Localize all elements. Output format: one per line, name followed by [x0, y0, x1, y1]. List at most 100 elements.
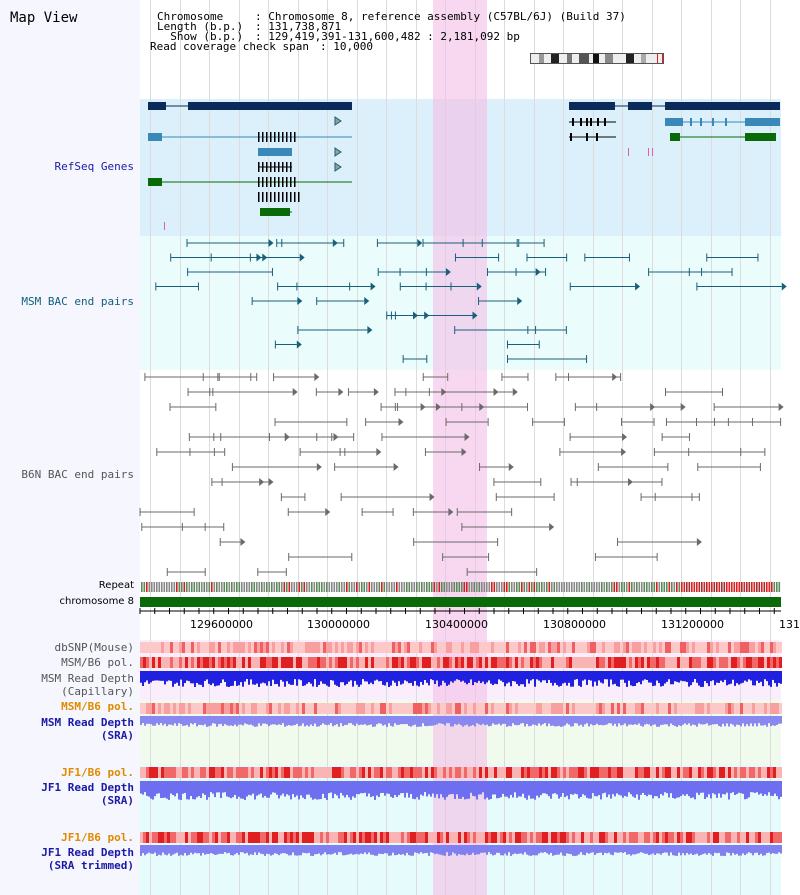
polymorphism-cell: [353, 767, 356, 778]
read-depth-bar: [410, 781, 412, 795]
polymorphism-cell: [647, 832, 650, 843]
read-depth-bar: [618, 845, 620, 853]
read-depth-bar: [512, 845, 514, 855]
polymorphism-cell: [341, 642, 344, 653]
read-depth-bar: [404, 781, 406, 798]
polymorphism-cell: [173, 657, 176, 668]
read-depth-bar: [710, 845, 712, 855]
polymorphism-cell: [380, 767, 383, 778]
grid-line: [268, 0, 269, 895]
polymorphism-cell: [368, 767, 371, 778]
polymorphism-cell: [683, 657, 686, 668]
jf1-b6-pol-2-label[interactable]: JF1/B6 pol.: [61, 831, 134, 844]
read-depth-bar: [656, 671, 658, 681]
repeat-element: [168, 582, 171, 592]
refseq-genes-label[interactable]: RefSeq Genes: [54, 160, 134, 173]
polymorphism-cell: [596, 767, 599, 778]
polymorphism-cell: [506, 832, 509, 843]
read-depth-bar: [714, 671, 716, 686]
read-depth-bar: [210, 845, 212, 854]
msm-read-cap-label[interactable]: MSM Read Depth (Capillary): [0, 672, 134, 698]
gene-exon: [274, 162, 276, 172]
gene-exon: [278, 177, 280, 187]
b6n-bac-label[interactable]: B6N BAC end pairs: [21, 468, 134, 481]
msm-read-sra-label[interactable]: MSM Read Depth (SRA): [0, 716, 134, 742]
polymorphism-cell: [245, 657, 248, 668]
read-depth-bar: [732, 845, 734, 853]
repeat-element: [391, 582, 393, 592]
polymorphism-cell: [167, 657, 170, 668]
read-depth-bar: [776, 781, 778, 797]
bac-arrow: [367, 326, 373, 334]
read-depth-bar: [532, 781, 534, 799]
read-depth-bar: [750, 781, 752, 793]
repeat-element: [693, 582, 696, 592]
polymorphism-cell: [482, 642, 485, 653]
read-depth-bar: [562, 781, 564, 794]
read-depth-bar: [340, 845, 342, 853]
jf1-read-sra-label[interactable]: JF1 Read Depth (SRA): [0, 781, 134, 807]
read-depth-bar: [276, 716, 278, 726]
read-depth-bar: [316, 671, 318, 687]
read-depth-bar: [158, 671, 160, 681]
polymorphism-cell: [701, 832, 704, 843]
read-depth-bar: [222, 781, 224, 793]
read-depth-bar: [308, 845, 310, 853]
msm-bac-label[interactable]: MSM BAC end pairs: [21, 295, 134, 308]
polymorphism-cell: [284, 642, 287, 653]
read-depth-bar: [146, 845, 148, 854]
read-depth-bar: [238, 716, 240, 725]
msm-b6-pol-label[interactable]: MSM/B6 pol.: [61, 656, 134, 669]
read-depth-bar: [522, 781, 524, 794]
polymorphism-cell: [242, 657, 245, 668]
jf1-read-trim-label[interactable]: JF1 Read Depth (SRA trimmed): [0, 846, 134, 872]
read-depth-bar: [198, 716, 200, 725]
read-depth-bar: [638, 781, 640, 800]
chromosome-ideogram[interactable]: [530, 53, 664, 64]
read-depth-bar: [562, 716, 564, 727]
polymorphism-cell: [536, 657, 539, 668]
polymorphism-cell: [194, 767, 197, 778]
read-depth-bar: [730, 781, 732, 794]
read-depth-bar: [350, 671, 352, 681]
read-depth-bar: [644, 845, 646, 854]
polymorphism-cell: [725, 657, 728, 668]
polymorphism-cell: [398, 642, 401, 653]
read-depth-bar: [488, 716, 490, 727]
read-depth-bar: [578, 716, 580, 726]
polymorphism-cell: [179, 832, 182, 843]
read-depth-bar: [502, 781, 504, 794]
read-depth-bar: [254, 716, 256, 727]
read-depth-bar: [596, 716, 598, 724]
repeat-element: [708, 582, 711, 592]
polymorphism-cell: [677, 832, 680, 843]
polymorphism-cell: [146, 767, 149, 778]
msm-b6-pol-2-label[interactable]: MSM/B6 pol.: [61, 700, 134, 713]
polymorphism-cell: [239, 832, 242, 843]
read-depth-bar: [420, 845, 422, 853]
repeat-element: [216, 582, 218, 592]
polymorphism-cell: [494, 767, 497, 778]
dbsnp-label[interactable]: dbSNP(Mouse): [54, 641, 134, 654]
repeat-element: [641, 582, 643, 592]
bac-arrow: [549, 523, 555, 531]
read-depth-bar: [500, 671, 502, 681]
read-depth-bar: [690, 845, 692, 854]
polymorphism-cell: [251, 767, 254, 778]
repeat-element: [616, 582, 618, 592]
read-depth-bar: [554, 671, 556, 683]
bac-arrow: [778, 403, 784, 411]
polymorphism-cell: [518, 703, 521, 714]
read-depth-bar: [362, 671, 364, 680]
polymorphism-cell: [626, 657, 629, 668]
read-depth-bar: [296, 845, 298, 856]
jf1-b6-pol-label[interactable]: JF1/B6 pol.: [61, 766, 134, 779]
read-depth-bar: [196, 671, 198, 683]
repeat-element: [696, 582, 698, 592]
read-depth-bar: [684, 716, 686, 724]
read-depth-bar: [530, 716, 532, 726]
polymorphism-cell: [665, 657, 668, 668]
read-depth-bar: [750, 716, 752, 724]
read-depth-bar: [604, 845, 606, 853]
